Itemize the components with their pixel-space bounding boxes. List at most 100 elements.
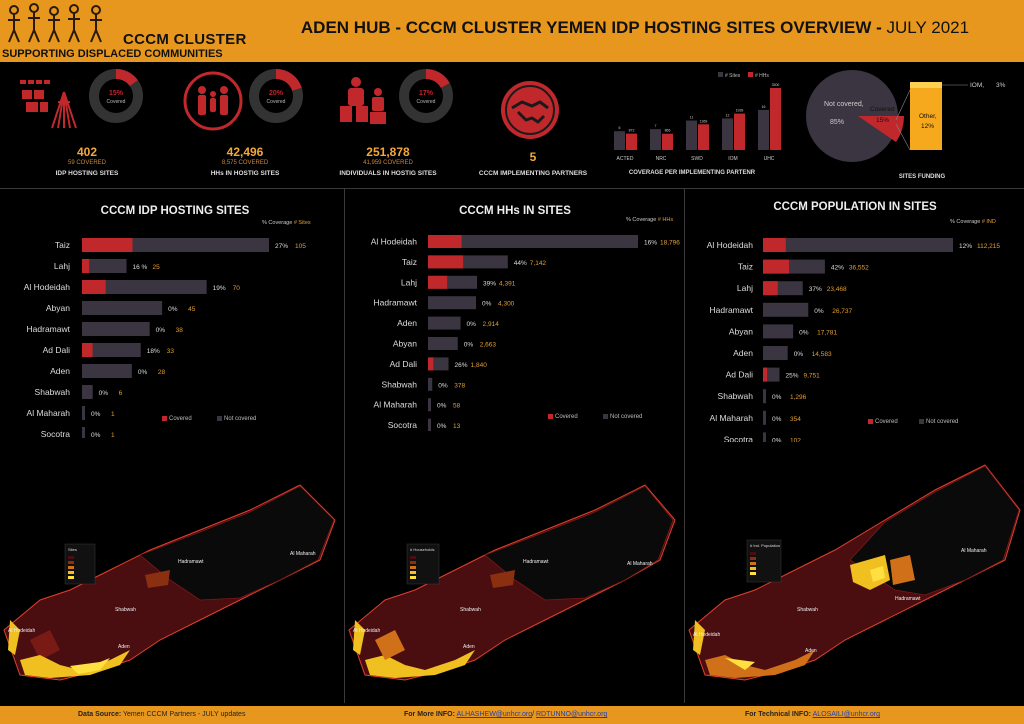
- category-label: Al Hodeidah: [707, 240, 754, 250]
- category-label: Abyan: [393, 339, 417, 349]
- total-label: 1: [111, 411, 115, 418]
- source-text: Yemen CCCM Partners - JULY updates: [123, 711, 246, 718]
- legend-not-covered-swatch: [603, 414, 609, 419]
- bar-not-covered: [763, 367, 780, 382]
- coverage-label: 0%: [91, 411, 101, 418]
- key-coverage: % Coverage: [626, 217, 657, 223]
- bar-not-covered: [82, 259, 127, 273]
- category-label: Lahj: [401, 277, 417, 287]
- partner-hhs-value: 3300: [772, 83, 780, 87]
- email-link-tech[interactable]: ALOSAILI@unhcr.org: [812, 711, 880, 718]
- panel-title-population: CCCM POPULATION IN SITES: [773, 201, 937, 213]
- legend-swatch-sites: [718, 72, 723, 77]
- header-banner: CCCM CLUSTER SUPPORTING DISPLACED COMMUN…: [0, 0, 1024, 62]
- sites-chart-legend: Covered Not covered: [162, 416, 256, 422]
- sites-coverage-donut: 15% Covered: [89, 69, 143, 123]
- category-label: Ad Dali: [43, 345, 71, 355]
- sites-funding-chart: Not covered, 85% Covered 15% Other, 12% …: [806, 70, 1006, 180]
- category-label: Ad Dali: [390, 359, 418, 369]
- tech-info-label: For Technical INFO:: [745, 711, 811, 718]
- coverage-label: 0%: [464, 342, 474, 349]
- family-icon: [183, 71, 243, 131]
- partner-name: UHC: [764, 156, 775, 162]
- funding-other-value: 12%: [921, 123, 934, 130]
- category-label: Al Maharah: [710, 413, 754, 423]
- donut-label: Covered: [267, 99, 286, 105]
- coverage-label: 44%: [514, 260, 527, 267]
- funding-other-name: Other,: [919, 113, 937, 120]
- total-label: 1,296: [790, 394, 807, 401]
- total-label: 2,914: [483, 321, 500, 328]
- category-label: Taiz: [738, 262, 753, 272]
- category-label: Aden: [733, 348, 753, 358]
- coverage-label: 12%: [959, 243, 972, 250]
- total-label: 26,737: [832, 308, 852, 315]
- coverage-label: 16 %: [133, 264, 148, 271]
- cluster-name: CCCM CLUSTER: [123, 31, 247, 48]
- partner-hhs-value: 866: [665, 129, 671, 133]
- map-label-5: Aden: [463, 644, 475, 650]
- kpi-individuals-covered: 41,959 COVERED: [363, 160, 413, 166]
- partners-coverage-chart: # Sites # HHs 6 872 ACTED 7 866 NRC 11 1369 SWD 1…: [614, 72, 781, 176]
- donut-covered-arc: [399, 69, 453, 123]
- total-label: 70: [233, 285, 241, 292]
- households-map: # Households Al Maharah Hadramawt Shabwa…: [348, 484, 676, 681]
- category-label: Socotra: [724, 434, 754, 442]
- partner-name: IOM: [728, 156, 737, 162]
- map-label-3: Shabwah: [460, 607, 481, 613]
- bar-not-covered: [82, 385, 93, 399]
- legend-covered-swatch: [162, 416, 167, 421]
- total-label: 38: [176, 327, 184, 334]
- bar-not-covered: [428, 235, 638, 248]
- coverage-label: 26%: [455, 362, 468, 369]
- map-label-4: Al Hodeidah: [353, 628, 380, 634]
- category-label: Hadramawt: [27, 324, 71, 334]
- individuals-coverage-donut: 17% Covered: [399, 69, 453, 123]
- bar-not-covered: [763, 389, 766, 404]
- kpi-individuals-value: 251,878: [366, 145, 410, 159]
- individuals-icon: [340, 77, 386, 124]
- email-link-2[interactable]: RDTUNNO@unhcr.org: [536, 711, 608, 718]
- panel-title-sites: CCCM IDP HOSTING SITES: [100, 205, 250, 217]
- bar-not-covered: [428, 377, 433, 391]
- coverage-label: 0%: [99, 390, 109, 397]
- kpi-partners-value: 5: [529, 150, 537, 164]
- coverage-label: 0%: [437, 403, 447, 410]
- total-label: 36,552: [849, 265, 869, 272]
- partner-sites-bar: [758, 109, 769, 150]
- map-label-3: Shabwah: [797, 607, 818, 613]
- map-legend-title: # Households: [410, 547, 434, 552]
- total-label: 28: [158, 369, 166, 376]
- bar-not-covered: [763, 410, 766, 425]
- total-label: 4,391: [499, 280, 516, 287]
- more-info-label: For More INFO:: [404, 711, 455, 718]
- email-link-1[interactable]: ALHASHEW@unhcr.org: [456, 711, 533, 718]
- legend-not-covered-swatch: [919, 419, 925, 424]
- camp-sites-icon: [20, 80, 77, 129]
- bar-covered: [82, 280, 106, 294]
- key-number: # Sites: [293, 220, 311, 226]
- legend-covered-label: Covered: [555, 414, 578, 421]
- category-label: Al Maharah: [27, 408, 71, 418]
- footer: Data Source: Yemen CCCM Partners - JULY …: [0, 706, 1024, 724]
- email-separator: /: [532, 711, 535, 718]
- kpi-sites-label: IDP HOSTING SITES: [55, 170, 119, 177]
- map-legend-title: # Ind. Population: [750, 543, 780, 548]
- coverage-label: 42%: [831, 265, 844, 272]
- donut-label: Covered: [107, 99, 126, 105]
- partner-sites-value: 6: [619, 126, 621, 130]
- bar-not-covered: [82, 322, 150, 336]
- footer-more-info: For More INFO: ALHASHEW@unhcr.org/ RDTUN…: [404, 711, 607, 718]
- total-label: 112,215: [977, 243, 1000, 250]
- footer-tech-info: For Technical INFO: ALOSAILI@unhcr.org: [745, 711, 880, 718]
- bar-covered: [763, 259, 789, 274]
- bar-not-covered: [763, 346, 788, 360]
- page-title-month: JULY 2021: [886, 18, 970, 37]
- donut-covered-arc: [249, 69, 303, 123]
- column-divider-1: [344, 188, 345, 703]
- handshake-icon: [501, 81, 559, 139]
- partner-hhs-value: 872: [629, 129, 635, 133]
- key-coverage: % Coverage: [262, 220, 293, 226]
- category-label: Socotra: [388, 420, 418, 430]
- coverage-label: 27%: [275, 243, 288, 250]
